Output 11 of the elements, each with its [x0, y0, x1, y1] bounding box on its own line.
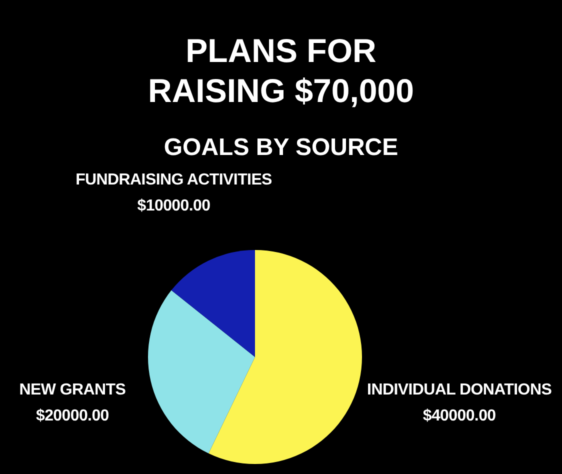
slice-label: NEW GRANTS	[19, 382, 126, 399]
data-label: $10000.00	[137, 197, 211, 214]
pie-slice	[148, 290, 255, 454]
data-label: $40000.00	[422, 408, 496, 425]
pie-slice	[208, 250, 362, 464]
chart-subtitle: GOALS BY SOURCE	[164, 134, 398, 161]
slice-label: INDIVIDUAL DONATIONS	[367, 382, 552, 399]
slice-label: FUNDRAISING ACTIVITIES	[76, 171, 273, 188]
chart-title: PLANS FOR RAISING $70,000	[148, 32, 414, 109]
data-label: $20000.00	[36, 408, 110, 425]
pie-slice	[171, 250, 255, 357]
